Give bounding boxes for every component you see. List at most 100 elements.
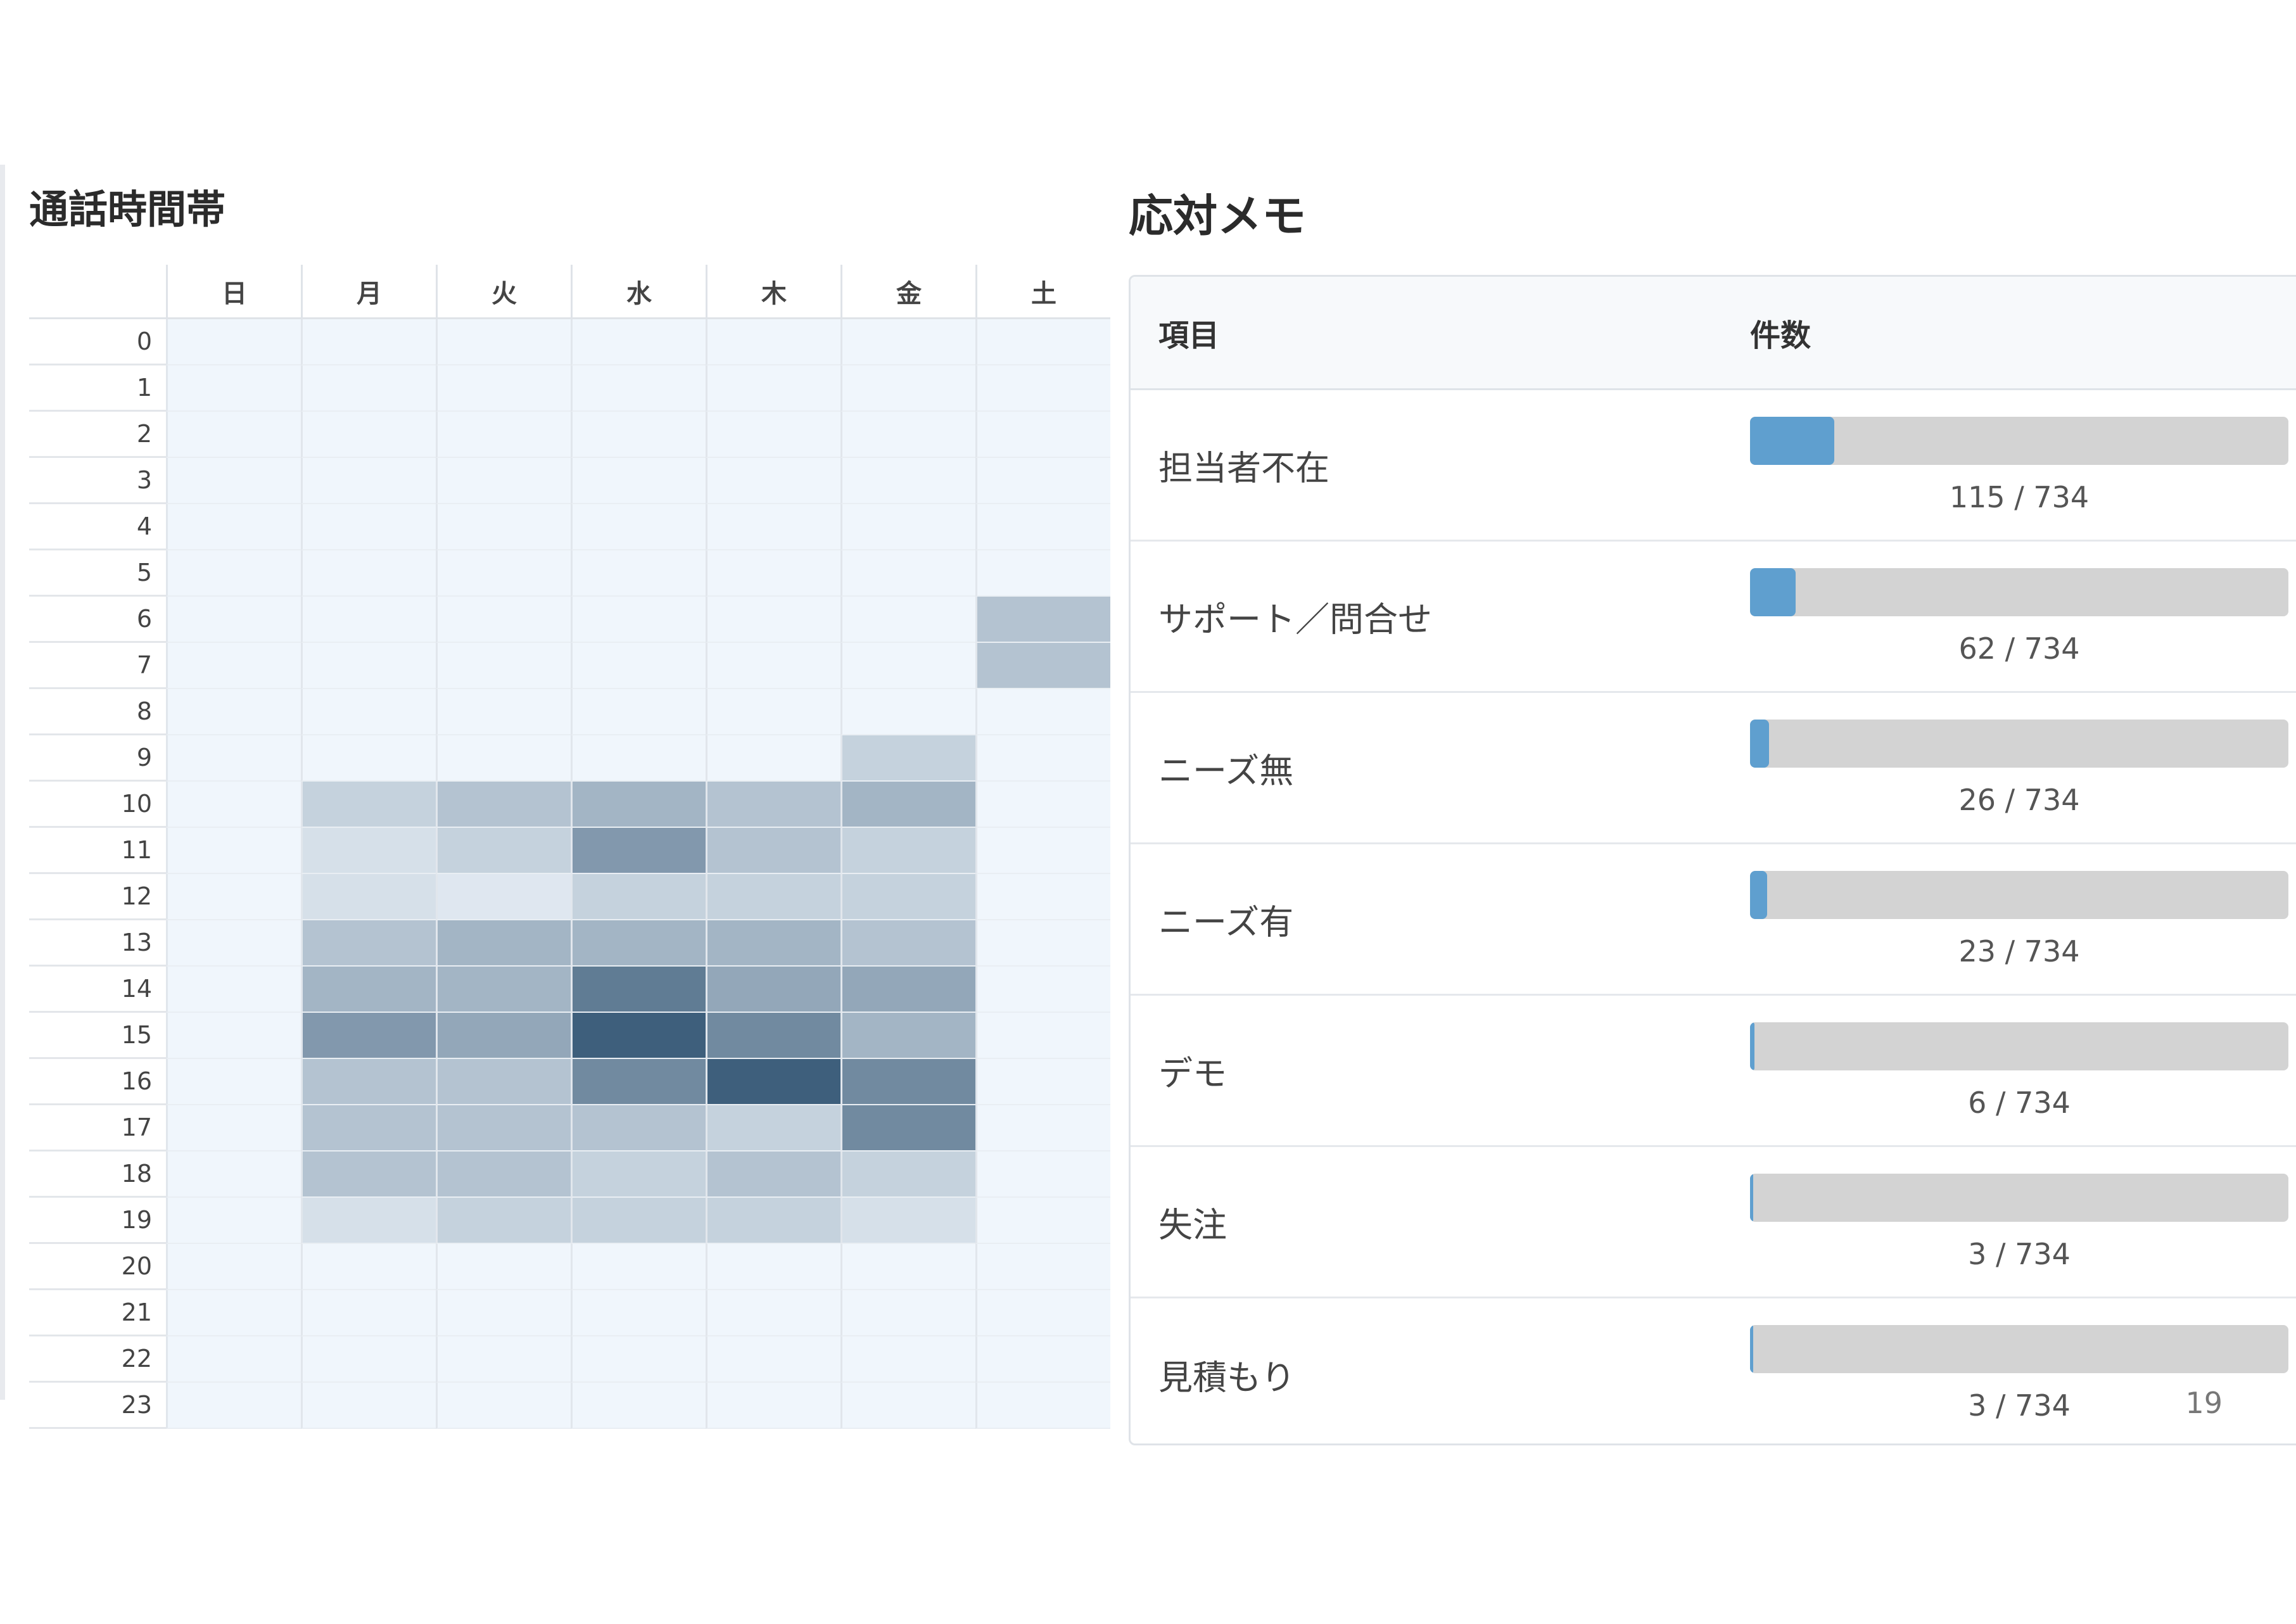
heatmap-cell <box>436 1105 571 1151</box>
memo-row-label: ニーズ有 <box>1158 902 1294 942</box>
hour-label: 23 <box>29 1383 166 1429</box>
heatmap-cell <box>166 1013 301 1059</box>
heatmap-cell <box>571 365 706 412</box>
heatmap-cell <box>706 504 840 550</box>
heatmap-cell <box>301 1013 436 1059</box>
heatmap-cell <box>706 1336 840 1383</box>
heatmap-cell <box>301 1151 436 1198</box>
heatmap-cell <box>840 550 975 597</box>
heatmap-cell <box>571 1059 706 1105</box>
heatmap-cell <box>301 1336 436 1383</box>
day-header: 金 <box>840 265 975 319</box>
count-bar-track <box>1750 1022 2288 1070</box>
heatmap-cell <box>571 967 706 1013</box>
heatmap-cell <box>840 1290 975 1336</box>
memo-row-count: 23 / 734 <box>1958 934 2080 968</box>
heatmap-cell <box>571 920 706 967</box>
hour-label: 5 <box>29 550 166 597</box>
heatmap-cell <box>436 1244 571 1290</box>
day-header: 火 <box>436 265 571 319</box>
heatmap-cell <box>706 1290 840 1336</box>
hour-label: 7 <box>29 643 166 689</box>
heatmap-cell <box>301 689 436 735</box>
day-header: 月 <box>301 265 436 319</box>
heatmap-cell <box>840 1336 975 1383</box>
heatmap-cell <box>436 597 571 643</box>
heatmap-cell <box>436 319 571 365</box>
heatmap-cell <box>301 1105 436 1151</box>
heatmap-cell <box>975 874 1110 920</box>
memo-row-count: 26 / 734 <box>1958 783 2080 817</box>
heatmap-cell <box>436 1059 571 1105</box>
heatmap-cell <box>436 1290 571 1336</box>
memo-row-count: 6 / 734 <box>1968 1086 2071 1120</box>
hour-label: 3 <box>29 458 166 504</box>
heatmap-cell <box>571 1013 706 1059</box>
heatmap-cell <box>840 920 975 967</box>
heatmap-cell <box>975 1198 1110 1244</box>
memo-row-label: サポート／問合せ <box>1158 599 1432 640</box>
heatmap-cell <box>975 597 1110 643</box>
heatmap-cell <box>301 967 436 1013</box>
heatmap-cell <box>706 1198 840 1244</box>
memo-row-label: 失注 <box>1158 1205 1227 1245</box>
heatmap-cell <box>301 412 436 458</box>
heatmap-cell <box>840 319 975 365</box>
heatmap-cell <box>975 1383 1110 1429</box>
heatmap-cell <box>571 1383 706 1429</box>
memo-row-count: 62 / 734 <box>1958 631 2080 666</box>
heatmap-cell <box>840 1198 975 1244</box>
heatmap-cell <box>975 735 1110 782</box>
heatmap-cell <box>166 504 301 550</box>
heatmap-cell <box>975 458 1110 504</box>
hour-label: 16 <box>29 1059 166 1105</box>
heatmap-cell <box>436 874 571 920</box>
hour-label: 20 <box>29 1244 166 1290</box>
count-bar-fill <box>1750 720 1770 768</box>
memo-row: 担当者不在 115 / 734 <box>1131 390 2296 542</box>
heatmap-cell <box>975 319 1110 365</box>
heatmap-cell <box>436 782 571 828</box>
heatmap-cell <box>301 458 436 504</box>
heatmap-cell <box>840 1383 975 1429</box>
hour-label: 17 <box>29 1105 166 1151</box>
heatmap-cell <box>706 643 840 689</box>
heatmap-cell <box>436 1151 571 1198</box>
heatmap-cell <box>706 1244 840 1290</box>
heatmap-cell <box>571 597 706 643</box>
memo-row-label: 見積もり <box>1158 1357 1295 1397</box>
heatmap-cell <box>166 828 301 874</box>
heatmap-cell <box>975 967 1110 1013</box>
heatmap-cell <box>301 1244 436 1290</box>
heatmap-cell <box>301 874 436 920</box>
heatmap-cell <box>436 458 571 504</box>
heatmap-cell <box>301 1059 436 1105</box>
memo-row-label: ニーズ無 <box>1158 751 1294 791</box>
heatmap-cell <box>166 1290 301 1336</box>
count-bar-track <box>1750 417 2288 465</box>
hour-label: 9 <box>29 735 166 782</box>
heatmap-cell <box>436 967 571 1013</box>
memo-row-count: 3 / 734 <box>1968 1388 2071 1423</box>
heatmap-cell <box>840 365 975 412</box>
heatmap-cell <box>301 920 436 967</box>
day-header: 日 <box>166 265 301 319</box>
heatmap-cell <box>840 1013 975 1059</box>
heatmap-cell <box>301 643 436 689</box>
count-bar-fill <box>1750 1325 1754 1373</box>
heatmap-cell <box>166 1198 301 1244</box>
heatmap-cell <box>975 365 1110 412</box>
heatmap-cell <box>706 1105 840 1151</box>
heatmap-cell <box>436 643 571 689</box>
heatmap-cell <box>436 1198 571 1244</box>
hour-label: 10 <box>29 782 166 828</box>
memo-row-label: 担当者不在 <box>1158 448 1329 488</box>
hour-label: 0 <box>29 319 166 365</box>
heatmap-cell <box>840 689 975 735</box>
call-time-heatmap: 日月火水木金土 0 1 2 3 4 5 6 7 8 9 10 11 12 13 14 15 16 17 18 19 20 2… <box>29 265 1110 1429</box>
heatmap-cell <box>840 1151 975 1198</box>
hour-label: 12 <box>29 874 166 920</box>
heatmap-corner <box>29 265 166 319</box>
heatmap-cell <box>571 319 706 365</box>
heatmap-cell <box>436 1013 571 1059</box>
